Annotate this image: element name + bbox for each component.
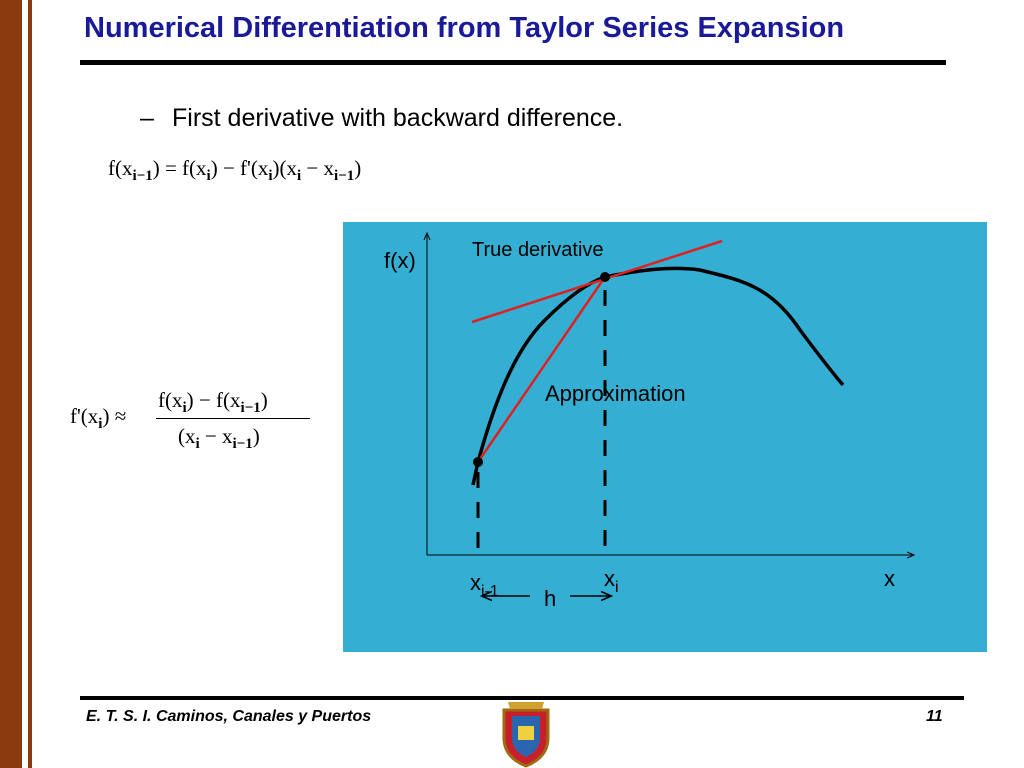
curve xyxy=(471,266,845,486)
subscript: i xyxy=(98,416,103,432)
secant-line xyxy=(476,273,609,463)
math-text: f'(x xyxy=(70,404,99,428)
subscript: i xyxy=(206,168,211,184)
math-text: (x xyxy=(178,424,196,448)
subscript: i xyxy=(195,436,200,452)
fraction-numerator: f(xi) − f(xi−1) xyxy=(158,388,268,417)
x-curr-label: xi xyxy=(604,566,619,596)
point xyxy=(600,272,610,282)
subscript: i−1 xyxy=(132,168,153,184)
math-text: ) − f'(x xyxy=(210,156,269,180)
math-text: ) = f(x xyxy=(152,156,207,180)
equation-left: f'(xi) ≈ xyxy=(70,404,126,433)
subscript: i−1 xyxy=(334,168,355,184)
math-text: f(x xyxy=(108,156,133,180)
math-text: )(x xyxy=(272,156,298,180)
side-line xyxy=(28,0,32,768)
side-bar xyxy=(0,0,22,768)
subscript: i−1 xyxy=(232,436,253,452)
bullet-dash: – xyxy=(140,104,154,132)
tangent-label: True derivative xyxy=(472,239,604,261)
point xyxy=(473,457,483,467)
title: Numerical Differentiation from Taylor Se… xyxy=(84,12,845,44)
math-text: ) − f(x xyxy=(186,388,241,412)
subscript: i xyxy=(182,400,187,416)
secant-label: Approximation xyxy=(545,381,686,406)
math-text: − x xyxy=(301,156,335,180)
footer-rule xyxy=(80,696,964,700)
panel xyxy=(343,222,987,652)
equation: f(xi−1) = f(xi) − f'(xi)(xi − xi−1) xyxy=(108,156,361,185)
title-rule xyxy=(80,60,946,65)
subscript: i xyxy=(297,168,302,184)
math-text: f(x xyxy=(158,388,183,412)
fraction-bar xyxy=(156,418,310,419)
subscript: i−1 xyxy=(240,400,261,416)
logo xyxy=(502,702,550,768)
y-label: f(x) xyxy=(384,248,416,273)
footer-text: E. T. S. I. Caminos, Canales y Puertos xyxy=(86,708,372,725)
fraction-denominator: (xi − xi−1) xyxy=(178,424,260,453)
bullet-text: First derivative with backward differenc… xyxy=(172,104,624,132)
page-number: 11 xyxy=(926,708,943,725)
step-label: h xyxy=(544,586,556,611)
tangent-line xyxy=(471,239,723,324)
math-text: ) xyxy=(260,388,268,412)
math-text: − x xyxy=(199,424,233,448)
math-text: ) xyxy=(252,424,260,448)
math-text: ) xyxy=(354,156,362,180)
math-text: ) ≈ xyxy=(102,404,127,428)
diagram: f(x) True derivative Approximation x xi-… xyxy=(343,222,987,652)
subscript: i xyxy=(268,168,273,184)
x-label: x xyxy=(884,566,895,591)
